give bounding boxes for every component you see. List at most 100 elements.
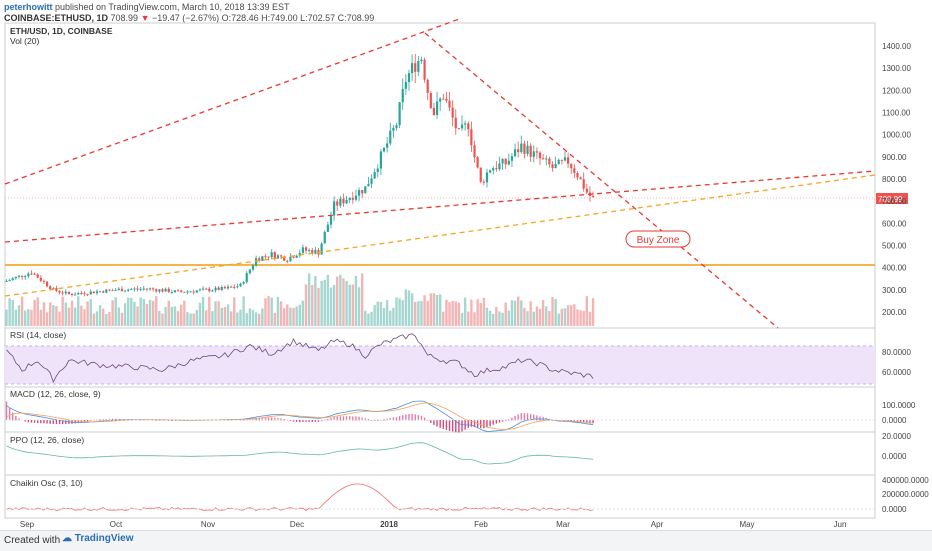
buy-zone-callout[interactable] (625, 230, 691, 248)
macd-histogram-bar (345, 416, 348, 421)
trendline-upper[interactable] (4, 17, 463, 185)
volume-bar (67, 307, 71, 326)
candle-body (513, 149, 517, 157)
volume-bar (395, 297, 398, 326)
macd-histogram-bar (489, 420, 491, 427)
macd-histogram-bar (408, 414, 410, 421)
candle-body (348, 197, 351, 200)
candle-body (77, 292, 80, 295)
volume-bar (423, 295, 426, 326)
candle-body (567, 157, 570, 164)
volume-bar (14, 309, 18, 326)
candle-body (342, 198, 345, 204)
macd-histogram-bar (517, 414, 519, 421)
candle-body (429, 92, 432, 109)
volume-bar (482, 297, 486, 326)
y-tick-label: 1400.00 (882, 42, 911, 51)
candle-body (426, 79, 429, 93)
volume-bar (27, 308, 30, 326)
indicator-lines (5, 333, 875, 512)
footer-bar: Created with ☁ TradingView (0, 530, 932, 551)
macd-histogram-bar (448, 420, 451, 431)
candle-body (177, 290, 180, 292)
volume-bar (367, 313, 370, 326)
macd-histogram-bar (168, 420, 170, 421)
candle-body (298, 252, 301, 256)
ppo-line (6, 442, 594, 465)
x-tick-label: Dec (290, 520, 304, 529)
macd-histogram-bar (395, 417, 398, 421)
macd-histogram-bar (308, 420, 310, 423)
candle-body (529, 145, 532, 157)
candle-body (467, 123, 470, 130)
price-change: −19.47 (−2.67%) (152, 13, 220, 23)
candle-body (70, 293, 74, 295)
macd-histogram-bar (302, 420, 304, 422)
volume-bar (270, 297, 273, 326)
macd-histogram-bar (320, 420, 323, 422)
candle-body (460, 124, 464, 129)
candle-body (361, 190, 364, 194)
volume-bar (111, 300, 114, 326)
macd-histogram-bar (364, 418, 366, 421)
down-arrow-icon: ▼ (140, 13, 150, 23)
candle-body (354, 195, 358, 200)
candle-body (560, 159, 563, 161)
macd-histogram-bar (576, 420, 579, 423)
macd-histogram-bar (311, 420, 313, 422)
volume-bar (164, 306, 167, 326)
volume-bar (448, 302, 451, 326)
candle-body (142, 288, 145, 290)
volume-bar (5, 309, 8, 326)
indicator-tick-label: 200000.0000 (882, 490, 929, 499)
volume-bars (5, 273, 595, 326)
macd-histogram-bar (592, 420, 594, 423)
trendline-mid[interactable] (4, 170, 876, 243)
indicator-tick-label: 0.0000 (882, 505, 907, 514)
macd-histogram-bar (283, 419, 285, 421)
volume-bar (523, 307, 526, 326)
volume-bar (566, 305, 570, 326)
candle-body (532, 151, 535, 157)
macd-histogram-bar (8, 407, 11, 421)
volume-bar (498, 311, 501, 326)
volume-bar (579, 310, 582, 326)
candle-body (205, 288, 208, 290)
candle-body (414, 63, 417, 72)
volume-bar (317, 287, 320, 326)
candle-body (489, 170, 492, 173)
macd-histogram-bar (71, 420, 73, 424)
candle-body (336, 201, 339, 206)
volume-bar (83, 309, 86, 326)
trendline-orange[interactable] (4, 174, 876, 297)
volume-bar (120, 312, 124, 326)
volume-bar (495, 306, 498, 326)
trendline-descending[interactable] (424, 32, 779, 329)
candle-body (389, 130, 392, 144)
buy-zone-label: Buy Zone (637, 235, 680, 246)
candle-body (333, 201, 336, 216)
candle-body (170, 292, 173, 294)
macd-histogram-bar (5, 401, 8, 421)
candle-body (189, 291, 192, 293)
candle-body (326, 224, 329, 232)
tradingview-logo[interactable]: ☁ TradingView (62, 533, 134, 544)
volume-bar (183, 300, 186, 326)
volume-bar (354, 275, 358, 326)
volume-bar (258, 313, 261, 326)
chart-canvas[interactable]: Buy Zone 708.99 ETH/USD, 1D, COINBASE Vo… (0, 0, 932, 530)
candle-body (251, 265, 255, 270)
candle-body (311, 250, 314, 254)
macd-histogram-bar (342, 416, 345, 421)
macd-histogram-bar (473, 420, 476, 427)
macd-histogram-bar (115, 418, 117, 421)
macd-histogram-bar (317, 420, 320, 422)
volume-bar (385, 300, 389, 326)
author-name[interactable]: peterhowitt (4, 2, 53, 12)
candle-body (476, 157, 479, 168)
candle-body (329, 215, 333, 225)
volume-bar (445, 299, 448, 326)
volume-bar (311, 284, 314, 326)
y-tick-label: 1200.00 (882, 86, 911, 95)
macd-histogram-bar (417, 415, 420, 421)
